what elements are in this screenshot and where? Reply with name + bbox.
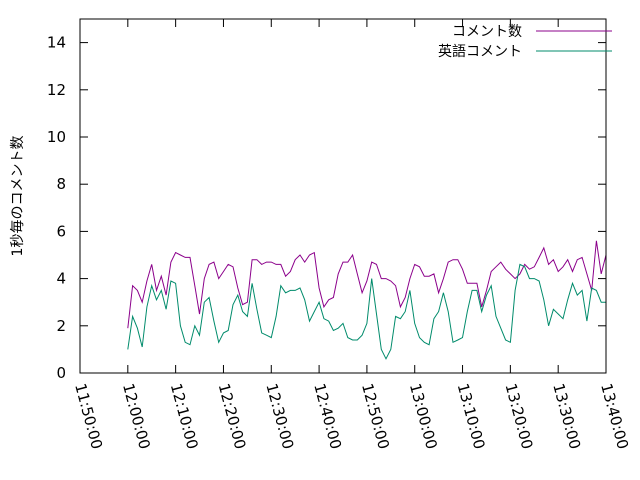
y-tick-label: 12 xyxy=(47,81,66,99)
x-tick-label: 11:50:00 xyxy=(71,381,106,451)
legend-label-2: 英語コメント xyxy=(438,43,522,60)
y-tick-label: 2 xyxy=(56,317,66,335)
y-tick-label: 10 xyxy=(47,128,66,146)
x-tick-label: 12:50:00 xyxy=(358,381,393,451)
x-tick-label: 13:10:00 xyxy=(454,381,489,451)
plot-series xyxy=(127,240,607,360)
x-tick-label: 13:00:00 xyxy=(406,381,441,451)
x-tick-label: 12:40:00 xyxy=(310,381,345,451)
x-tick-label: 12:00:00 xyxy=(119,381,154,451)
x-tick-label: 13:20:00 xyxy=(501,381,536,451)
x-tick-label: 13:30:00 xyxy=(549,381,584,451)
x-axis: 11:50:00 12:00:00 12:10:00 12:20:00 12:30:00… xyxy=(71,19,632,451)
y-tick-label: 8 xyxy=(56,175,66,193)
x-tick-label: 12:10:00 xyxy=(167,381,202,451)
plot-frame xyxy=(79,18,607,374)
y-tick-label: 14 xyxy=(47,34,66,52)
x-tick-label: 12:20:00 xyxy=(215,381,250,451)
series-line-2 xyxy=(127,263,606,360)
y-tick-label: 6 xyxy=(56,222,66,240)
legend-label-1: コメント数 xyxy=(452,24,522,40)
y-axis-label: 1秒毎のコメント数 xyxy=(10,136,26,257)
y-tick-label: 0 xyxy=(56,364,66,382)
y-tick-label: 4 xyxy=(56,270,66,288)
series-line-1 xyxy=(127,240,607,329)
x-tick-label: 12:30:00 xyxy=(262,381,297,451)
y-axis: 0 2 4 6 8 10 12 14 xyxy=(47,34,606,382)
x-tick-label: 13:40:00 xyxy=(597,381,632,451)
